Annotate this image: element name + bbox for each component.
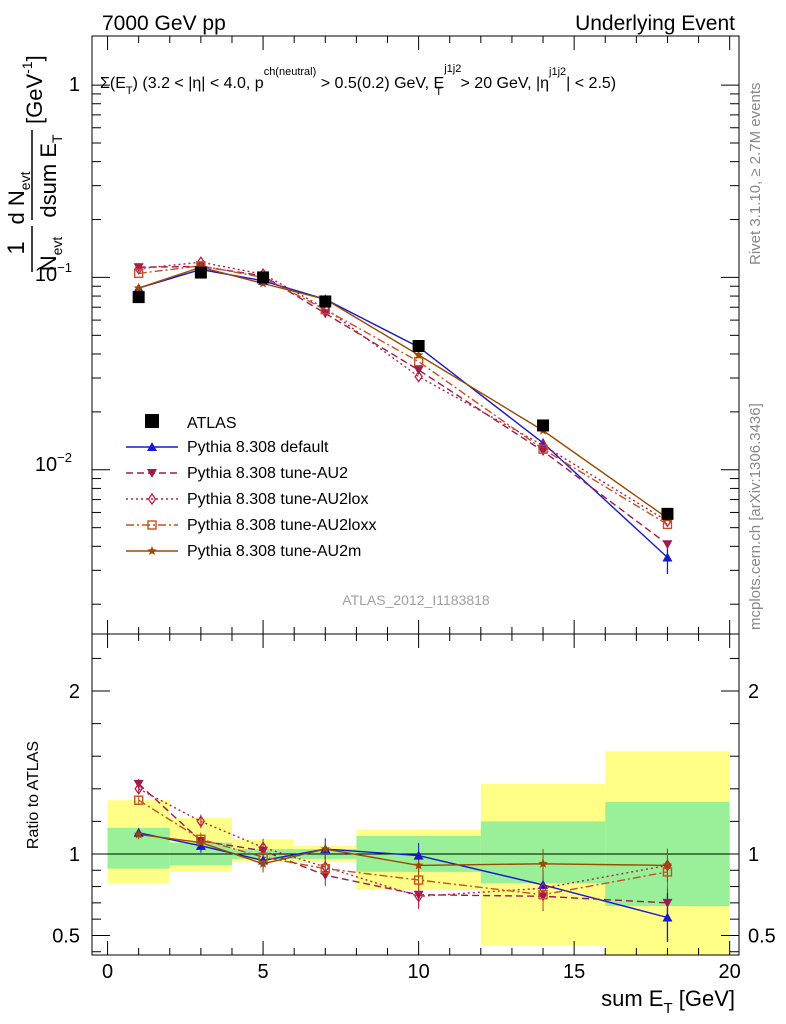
ratio-y-tick-label-right: 1 [748,844,759,866]
collision-label: 7000 GeV pp [102,12,226,35]
ratio-marker-s1-3 [320,871,331,881]
ratio-marker-s2-2 [258,841,268,854]
ratio-marker-s1-4 [413,890,424,900]
main-marker-s2-5 [538,439,548,452]
ylabel-fraction-one: 1 [3,241,30,254]
rivet-version-label: Rivet 3.1.10, ≥ 2.7M events [747,83,764,266]
atlas-marker-5 [537,419,550,432]
ylabel-dsum: dsum ET [36,134,65,218]
main-marker-s2-0 [134,262,143,275]
main-marker-s4-0 [133,283,144,293]
ratio-marker-s2-0 [134,782,143,795]
x-tick-label: 10 [407,961,429,983]
ratio-y-tick-label-right: 0.5 [748,925,776,947]
y-tick-label-0.1: 10−1 [35,260,72,286]
atlas-marker-3 [319,295,332,308]
legend-label-4: Pythia 8.308 tune-AU2m [187,543,361,560]
x-tick-labels: 0 5 10 15 20 [102,961,741,983]
legend-marker-2 [147,492,157,506]
legend-label-3: Pythia 8.308 tune-AU2loxx [187,517,376,534]
ratio-axis-ticks [92,634,739,955]
atlas-marker-2 [257,271,270,284]
main-marker-s3-0 [133,268,144,279]
ratio-marker-s2-1 [196,815,206,828]
atlas-marker-4 [412,340,425,353]
legend-label-2: Pythia 8.308 tune-AU2lox [187,491,368,508]
analysis-category-label: Underlying Event [575,12,735,35]
main-series-markers [132,256,674,562]
legend-marker-3 [147,520,157,530]
legend-marker-4 [147,546,157,555]
main-marker-s3-5 [538,444,548,454]
x-tick-label: 15 [563,961,585,983]
x-axis-label: sum ET [GeV] [601,986,735,1017]
source-site-label: mcplots.cern.ch [arXiv:1306.3436] [747,403,764,630]
ratio-marker-s3-3 [320,863,330,874]
ratio-marker-s4-0 [133,829,144,839]
legend-label-0: Pythia 8.308 default [187,439,329,456]
ratio-marker-s4-1 [196,837,206,847]
legend-marker-1 [147,469,157,478]
legend-label-1: Pythia 8.308 tune-AU2 [187,465,348,482]
atlas-marker-0 [132,291,145,304]
main-y-axis-label: 1 Nevt d Nevt dsum ET [GeV-1] [3,55,65,272]
x-tick-label: 20 [719,961,741,983]
main-marker-s2-4 [414,370,423,383]
ratio-marker-s3-5 [538,890,548,900]
analysis-id-label: ATLAS_2012_I1183818 [342,592,490,608]
ratio-marker-s4-5 [538,858,548,868]
ratio-marker-s2-4 [414,890,423,903]
main-axis-ticks [92,36,739,634]
ratio-series-markers [133,779,673,922]
ratio-marker-s0-4 [413,850,424,860]
main-marker-s1-0 [133,263,144,273]
ratio-y-tick-label: 2 [69,681,80,703]
ratio-marker-s3-0 [133,795,144,805]
main-y-tick-labels: 1 10−1 10−2 [35,74,80,476]
plot-title: Σ(ET) (3.2 < |η| < 4.0, pch(neutral) > 0… [100,63,616,98]
legend-marker-0 [147,442,157,451]
ratio-marker-s4-2 [258,858,268,868]
ratio-y-axis-label: Ratio to ATLAS [25,741,42,849]
ratio-y-tick-label: 1 [69,844,80,866]
ratio-panel-frame [91,633,740,956]
legend-atlas-marker [145,414,159,428]
y-tick-label-0.01: 10−2 [35,450,72,476]
main-marker-s4-4 [413,350,424,360]
ratio-y-tick-label-right: 2 [748,681,759,703]
ratio-marker-s0-6 [662,912,673,922]
legend-atlas-label: ATLAS [187,415,237,432]
ratio-marker-s2-5 [538,882,548,895]
x-tick-label: 5 [258,961,269,983]
main-marker-s1-5 [538,447,549,457]
y-tick-label-1: 1 [69,74,80,96]
ylabel-unit: [GeV-1] [19,55,47,124]
legend: ATLAS Pythia 8.308 default Pythia 8.308 t… [126,414,376,560]
ratio-y-tick-label: 0.5 [52,925,80,947]
main-panel: 1 10−1 10−2 Σ(ET) (3.2 < |η| < 4.0, pch(… [3,35,740,635]
main-marker-s3-4 [413,356,424,367]
main-marker-s0-6 [662,552,673,562]
atlas-marker-6 [661,507,674,520]
main-marker-s1-6 [662,540,673,550]
ylabel-dn: d Nevt [4,171,33,224]
ratio-marker-s4-4 [413,860,424,870]
ratio-y-tick-labels: 0.5 0.5 1 1 2 2 [52,681,776,947]
atlas-marker-1 [194,266,207,279]
ratio-marker-s4-6 [662,860,673,870]
ratio-marker-s3-6 [662,867,673,877]
ratio-panel: 0.5 0.5 1 1 2 2 0 5 10 15 20 Ratio to ATLAS sum E… [25,633,776,1017]
x-tick-label: 0 [102,961,113,983]
ratio-marker-s1-5 [538,892,549,902]
ylabel-nevt: Nevt [36,237,65,272]
ratio-marker-s1-6 [662,898,673,908]
main-line-2 [138,261,668,522]
ratio-marker-s3-4 [413,875,424,885]
main-line-0 [138,268,668,559]
ratio-marker-s4-3 [320,844,330,854]
